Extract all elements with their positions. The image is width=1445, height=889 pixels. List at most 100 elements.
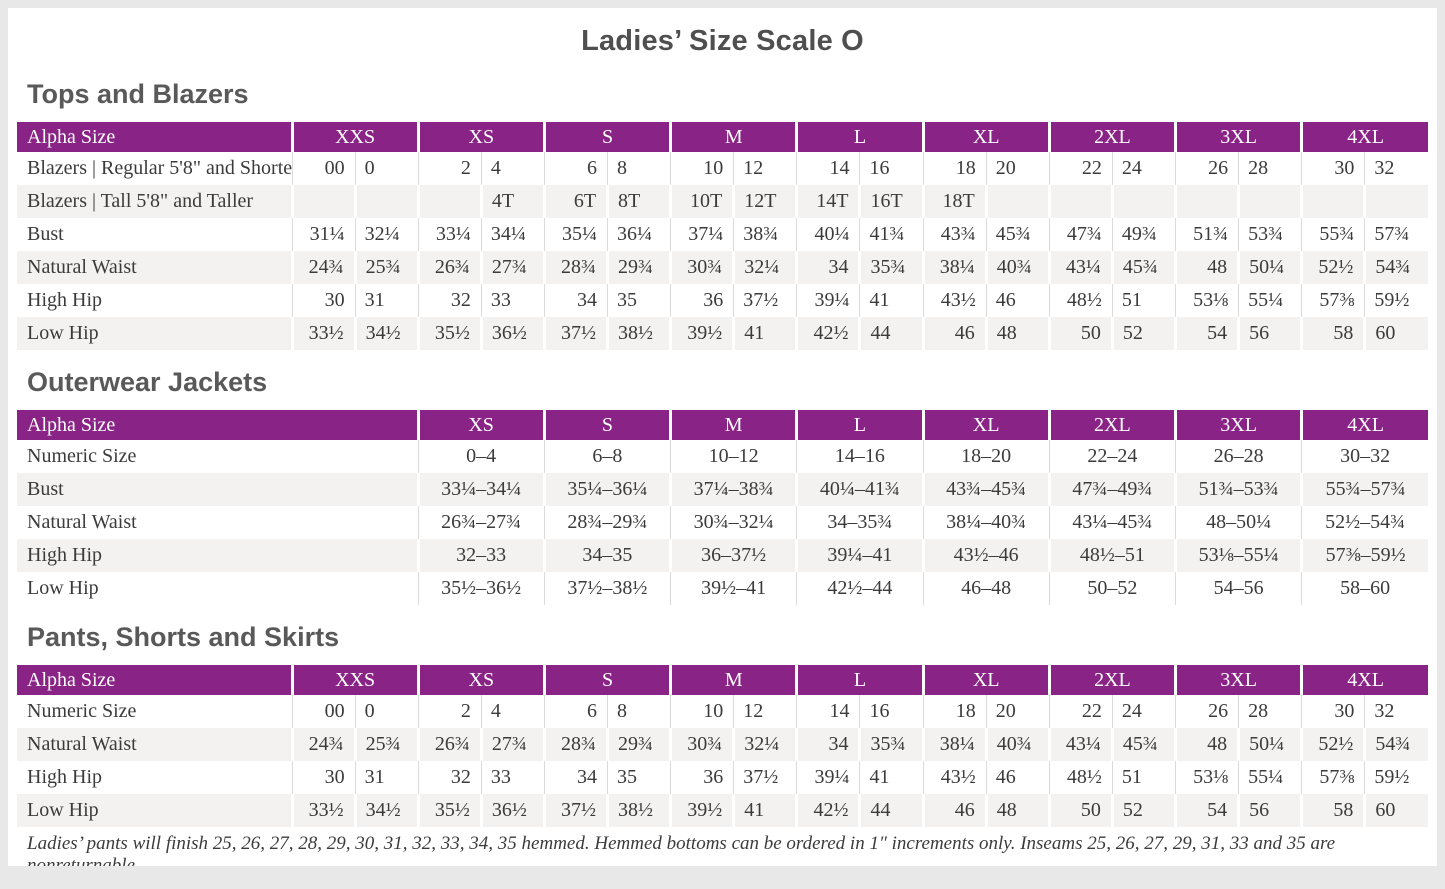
table-cell: 12 <box>733 695 797 728</box>
header-size-2xl: 2XL <box>1047 410 1176 440</box>
table-cell: 48 <box>1174 251 1239 284</box>
table-cell: 26¾–27¾ <box>417 506 545 539</box>
table-row: Low Hip 35½–36½ 37½–38½ 39½–41 42½–44 46–48 50… <box>17 572 1428 605</box>
table-cell: 33 <box>480 761 545 794</box>
table-cell: 33¼ <box>417 218 482 251</box>
header-size-xs: XS <box>416 122 545 152</box>
table-cell: 28¾ <box>542 251 608 284</box>
row-label: High Hip <box>17 761 292 794</box>
table-cell: 54 <box>1174 317 1239 350</box>
table-cell: 36½ <box>479 794 545 827</box>
section-heading-pants-shorts-skirts: Pants, Shorts and Skirts <box>27 622 340 652</box>
table-cell: 46 <box>985 284 1050 317</box>
table-cell: 33 <box>480 284 545 317</box>
table-row: Bust 33¼–34¼ 35¼–36¼ 37¼–38¾ 40¼–41¾ 43¾–45¾ 4… <box>17 473 1428 506</box>
table-cell: 48½ <box>1048 284 1113 317</box>
table-cell: 42½ <box>795 794 860 827</box>
row-label: High Hip <box>17 284 292 317</box>
table-cell: 38¼ <box>921 251 987 284</box>
table-cell: 34 <box>795 728 860 761</box>
table-cell: 42½–44 <box>796 572 923 605</box>
table-row: Natural Waist 26¾–27¾ 28¾–29¾ 30¾–32¼ 34–35¾… <box>17 506 1428 539</box>
table-cell: 50¼ <box>1237 251 1302 284</box>
header-size-2xl: 2XL <box>1047 665 1176 695</box>
table-cell: 0 <box>354 152 419 185</box>
row-label: Natural Waist <box>17 728 292 761</box>
table-cell: 50–52 <box>1048 572 1176 605</box>
table-cell <box>984 185 1050 218</box>
table-cell: 37¼–38¾ <box>668 473 797 506</box>
table-cell: 30 <box>1301 152 1365 185</box>
table-cell: 32 <box>417 761 482 794</box>
table-cell: 30¾ <box>669 728 734 761</box>
table-cell: 29¾ <box>606 251 671 284</box>
table-cell: 46 <box>985 761 1050 794</box>
table-cell <box>1174 185 1239 218</box>
table-cell: 47¾ <box>1048 218 1113 251</box>
table-cell: 36 <box>670 284 734 317</box>
table-cell: 39½ <box>669 317 734 350</box>
table-cell: 50 <box>1047 317 1113 350</box>
table-cell: 35¾ <box>858 251 924 284</box>
table-row: Low Hip 33½ 34½ 35½ 36½ 37½ 38½ 39½ 41 42½ 44 46 48 5… <box>17 317 1428 350</box>
table-cell: 26–28 <box>1174 440 1302 473</box>
section-tops-and-blazers: Tops and Blazers Alpha Size XXS XS S M L XL 2XL… <box>17 78 1428 350</box>
table-cell: 38½ <box>606 794 671 827</box>
table-cell: 51 <box>1111 284 1176 317</box>
table-cell: 27¾ <box>479 728 545 761</box>
table-cell: 43½–46 <box>921 539 1050 572</box>
table-cell: 43¼ <box>1047 251 1113 284</box>
table-cell: 34¼ <box>480 218 545 251</box>
table-row: High Hip 30 31 32 33 34 35 36 37½ 39¼ 41 43½ 46 48½ 51… <box>17 761 1428 794</box>
table-cell: 52 <box>1110 794 1176 827</box>
header-size-xs: XS <box>416 410 545 440</box>
header-size-4xl: 4XL <box>1300 410 1428 440</box>
table-cell: 52½–54¾ <box>1301 506 1428 539</box>
row-label: Blazers | Regular 5'8" and Shorter <box>17 152 292 185</box>
table-cell: 37½–38½ <box>543 572 671 605</box>
table-cell: 35¼–36¼ <box>542 473 671 506</box>
table-cell: 43¾ <box>922 218 987 251</box>
size-table: Alpha Size XS S M L XL 2XL 3XL 4XL Numeric Size 0–… <box>17 410 1428 605</box>
table-cell: 35½ <box>416 317 482 350</box>
size-table-container: Alpha Size XXS XS S M L XL 2XL 3XL 4XL Numeric Siz… <box>17 665 1428 827</box>
table-cell: 41 <box>732 794 797 827</box>
header-size-2xl: 2XL <box>1047 122 1176 152</box>
table-cell: 34½ <box>353 317 419 350</box>
row-label: Numeric Size <box>17 440 418 473</box>
header-size-xxs: XXS <box>290 122 419 152</box>
table-cell: 36 <box>670 761 734 794</box>
table-cell: 60 <box>1363 794 1428 827</box>
table-cell: 34 <box>543 284 608 317</box>
row-label: Bust <box>17 473 418 506</box>
table-cell: 55¾ <box>1301 218 1365 251</box>
table-cell: 32 <box>1364 695 1428 728</box>
table-cell: 36½ <box>479 317 545 350</box>
table-cell: 48½–51 <box>1047 539 1176 572</box>
header-size-xl: XL <box>921 665 1050 695</box>
table-cell <box>1047 185 1113 218</box>
table-cell: 22–24 <box>1048 440 1176 473</box>
document-page: Ladies’ Size Scale O Tops and Blazers Al… <box>8 8 1437 866</box>
header-size-s: S <box>542 665 671 695</box>
table-cell: 6T <box>542 185 608 218</box>
header-size-xs: XS <box>416 665 545 695</box>
header-size-3xl: 3XL <box>1174 122 1302 152</box>
header-size-xl: XL <box>921 122 1050 152</box>
table-cell: 44 <box>858 794 924 827</box>
row-label: Numeric Size <box>17 695 292 728</box>
table-cell: 45¾ <box>985 218 1050 251</box>
table-cell: 35 <box>607 284 671 317</box>
section-outerwear-jackets: Outerwear Jackets Alpha Size XS S M L XL 2XL 3X… <box>17 366 1428 605</box>
table-cell: 30¾–32¼ <box>669 506 797 539</box>
table-cell: 38½ <box>606 317 671 350</box>
table-cell: 47¾–49¾ <box>1047 473 1176 506</box>
header-size-l: L <box>795 410 923 440</box>
table-cell: 37½ <box>542 794 608 827</box>
table-cell: 25¾ <box>353 728 419 761</box>
header-size-s: S <box>542 410 671 440</box>
header-size-m: M <box>669 665 797 695</box>
table-cell: 58 <box>1300 794 1365 827</box>
table-cell: 41 <box>859 284 924 317</box>
table-cell: 24 <box>1111 695 1176 728</box>
